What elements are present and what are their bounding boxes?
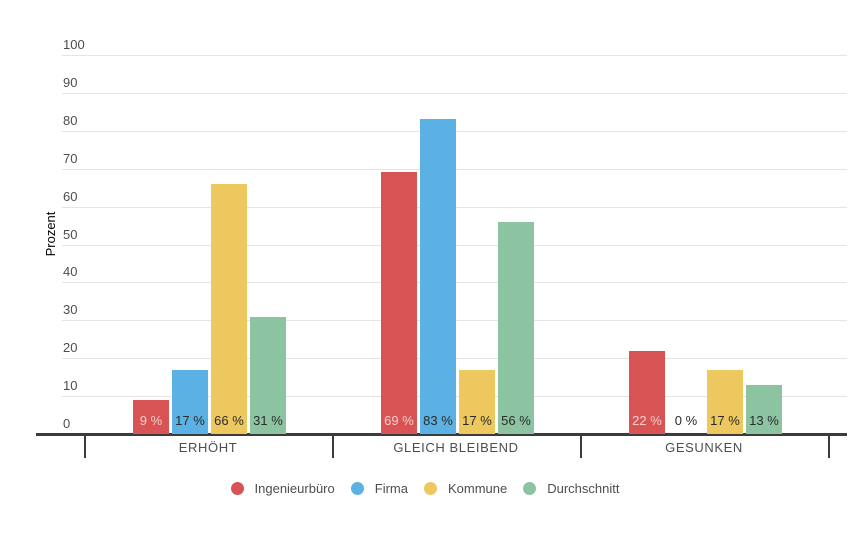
category-label-erhoht: ERHÖHT — [178, 440, 238, 455]
bar-value-label: 13 % — [749, 413, 779, 428]
y-axis-tick-label: 10 — [63, 378, 78, 393]
bar-value-label: 17 % — [175, 413, 205, 428]
legend-dot-icon — [523, 482, 537, 495]
bar-kommune-gesunken[interactable] — [707, 370, 743, 434]
bar-value-label: 66 % — [214, 413, 244, 428]
x-axis-tick — [332, 433, 334, 458]
bar-value-label: 0 % — [674, 413, 698, 428]
y-axis-tick-label: 50 — [63, 227, 78, 242]
legend-item-firma[interactable]: Firma — [350, 481, 408, 496]
y-axis-tick-label: 30 — [63, 302, 78, 317]
x-axis-tick — [84, 433, 86, 458]
bar-durchschnitt-gesunken[interactable] — [746, 385, 782, 434]
y-axis-tick-label: 60 — [63, 189, 78, 204]
legend-item-label: Kommune — [447, 481, 508, 496]
bar-value-label: 83 % — [423, 413, 453, 428]
legend-dot-icon — [230, 482, 244, 495]
x-axis-tick — [580, 433, 582, 458]
legend-dot-icon — [423, 482, 437, 495]
legend-item-label: Ingenieurbüro — [254, 481, 335, 496]
bar-durchschnitt-erhoht[interactable] — [250, 317, 286, 434]
legend-item-durchschnitt[interactable]: Durchschnitt — [523, 481, 619, 496]
bar-kommune-gleich-bleibend[interactable] — [459, 370, 495, 434]
x-axis-tick — [828, 433, 830, 458]
category-label-gesunken: GESUNKEN — [665, 440, 743, 455]
y-axis-tick-label: 90 — [63, 75, 78, 90]
bar-ingenieurburo-erhoht[interactable] — [133, 400, 169, 434]
legend-item-label: Durchschnitt — [547, 481, 620, 496]
legend-dot-icon — [350, 482, 364, 495]
bar-value-label: 69 % — [384, 413, 414, 428]
legend-item-kommune[interactable]: Kommune — [423, 481, 508, 496]
bar-value-label: 56 % — [501, 413, 531, 428]
bar-value-label: 9 % — [139, 413, 163, 428]
gridline — [62, 93, 847, 94]
y-axis-title: Prozent — [43, 211, 58, 257]
y-axis-tick-label: 0 — [63, 416, 71, 431]
bar-ingenieurburo-gleich-bleibend[interactable] — [381, 172, 417, 434]
bar-firma-erhoht[interactable] — [172, 370, 208, 434]
y-axis-tick-label: 80 — [63, 113, 78, 128]
legend-item-ingenieurburo[interactable]: Ingenieurbüro — [230, 481, 335, 496]
category-label-gleich-bleibend: GLEICH BLEIBEND — [393, 440, 519, 455]
y-axis-tick-label: 70 — [63, 151, 78, 166]
bar-durchschnitt-gleich-bleibend[interactable] — [498, 222, 534, 434]
bar-kommune-erhoht[interactable] — [211, 184, 247, 434]
y-axis-tick-label: 40 — [63, 264, 78, 279]
legend-item-label: Firma — [374, 481, 408, 496]
gridline — [62, 55, 847, 56]
bar-value-label: 17 % — [462, 413, 492, 428]
bar-value-label: 22 % — [632, 413, 662, 428]
y-axis-tick-label: 100 — [63, 37, 85, 52]
y-axis-tick-label: 20 — [63, 340, 78, 355]
bar-value-label: 17 % — [710, 413, 740, 428]
x-axis-line — [36, 433, 847, 436]
legend: Ingenieurbüro Firma Kommune Durchschnitt — [0, 481, 850, 496]
bar-value-label: 31 % — [253, 413, 283, 428]
bar-firma-gleich-bleibend[interactable] — [420, 119, 456, 434]
bar-ingenieurburo-gesunken[interactable] — [629, 351, 665, 434]
